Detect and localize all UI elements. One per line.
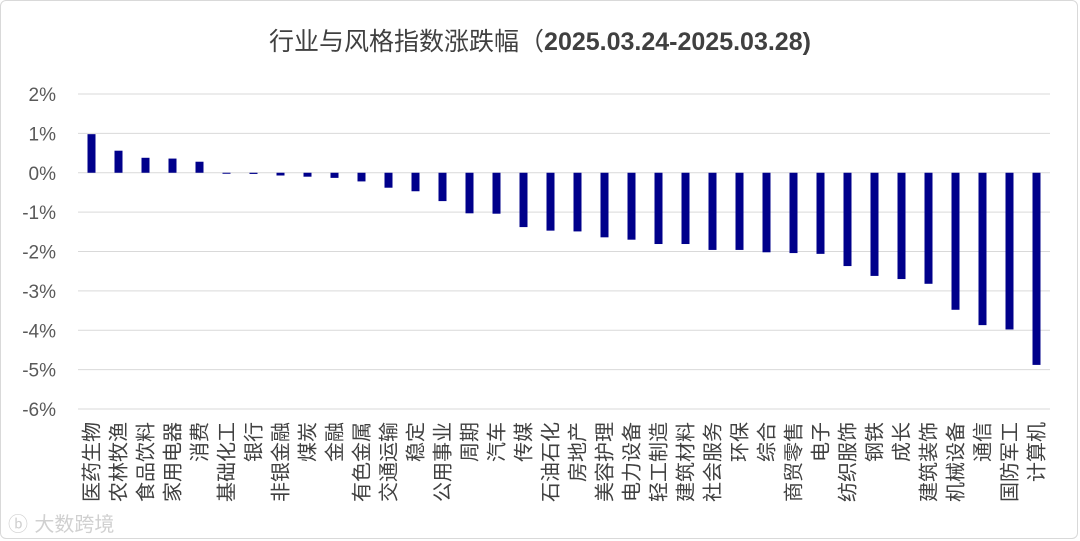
x-tick-label: 电力设备 <box>620 422 644 502</box>
x-tick-label: 国防军工 <box>998 422 1022 502</box>
bar-成长 <box>897 172 906 280</box>
x-tick-label: 食品饮料 <box>134 422 158 502</box>
y-tick-label: -5% <box>22 361 56 382</box>
watermark-logo-icon: ⓑ <box>8 512 35 536</box>
bar-建筑装饰 <box>924 172 933 284</box>
bar-稳定 <box>411 172 420 192</box>
x-tick-label: 商贸零售 <box>782 422 806 502</box>
x-tick-label: 公用事业 <box>431 422 455 502</box>
y-tick-label: -3% <box>22 282 56 303</box>
y-tick-label: 2% <box>29 85 57 106</box>
y-tick-label: -1% <box>22 203 56 224</box>
x-tick-label: 周期 <box>458 422 482 462</box>
chart-title-main: 行业与风格指数涨跌幅（ <box>269 27 545 56</box>
bar-汽车 <box>492 172 501 214</box>
x-tick-label: 美容护理 <box>593 422 617 502</box>
x-tick-label: 农林牧渔 <box>107 422 131 502</box>
bar-计算机 <box>1032 172 1041 365</box>
x-tick-label: 机械设备 <box>944 422 968 502</box>
bar-房地产 <box>573 172 582 232</box>
y-tick-label: -2% <box>22 243 56 264</box>
bar-煤炭 <box>303 172 312 177</box>
bar-纺织服饰 <box>843 172 852 267</box>
x-tick-label: 建筑装饰 <box>917 422 941 502</box>
x-tick-label: 传媒 <box>512 422 536 462</box>
x-tick-label: 环保 <box>728 422 752 462</box>
bar-商贸零售 <box>789 172 798 254</box>
y-tick-label: -6% <box>22 400 56 421</box>
bar-交通运输 <box>384 172 393 188</box>
bar-机械设备 <box>951 172 960 310</box>
x-tick-label: 医药生物 <box>80 422 104 502</box>
y-tick-label: 1% <box>29 124 57 145</box>
bar-家用电器 <box>168 158 177 173</box>
x-tick-label: 社会服务 <box>701 422 725 502</box>
x-tick-label: 成长 <box>890 422 914 462</box>
x-tick-label: 综合 <box>755 422 779 462</box>
bar-电子 <box>816 172 825 254</box>
bar-综合 <box>762 172 771 253</box>
bar-国防军工 <box>1005 172 1014 330</box>
bar-非银金融 <box>276 172 285 176</box>
bar-环保 <box>735 172 744 250</box>
bar-通信 <box>978 172 987 326</box>
x-tick-label: 石油石化 <box>539 422 563 502</box>
watermark-text: 大数跨境 <box>34 512 115 536</box>
watermark: ⓑ 大数跨境 <box>8 508 114 537</box>
bar-周期 <box>465 172 474 214</box>
x-tick-label: 有色金属 <box>350 422 374 502</box>
bar-有色金属 <box>357 172 366 182</box>
y-tick-label: -4% <box>22 321 56 342</box>
x-tick-label: 纺织服饰 <box>836 422 860 502</box>
bar-传媒 <box>519 172 528 228</box>
chart-title-date: 2025.03.24-2025.03.28) <box>544 28 811 56</box>
x-tick-label: 交通运输 <box>377 422 401 502</box>
bar-农林牧渔 <box>114 150 123 173</box>
bar-消费 <box>195 161 204 173</box>
x-tick-label: 金融 <box>323 422 347 462</box>
bar-建筑材料 <box>681 172 690 245</box>
x-tick-label: 非银金融 <box>269 422 293 502</box>
bar-美容护理 <box>600 172 609 238</box>
x-tick-label: 电子 <box>809 422 833 462</box>
bar-轻工制造 <box>654 172 663 245</box>
chart-title: 行业与风格指数涨跌幅（2025.03.24-2025.03.28) <box>0 22 1080 58</box>
x-tick-label: 煤炭 <box>296 422 320 462</box>
bar-基础化工 <box>222 172 231 174</box>
bar-医药生物 <box>87 134 96 173</box>
bar-食品饮料 <box>141 157 150 173</box>
x-tick-label: 钢铁 <box>863 422 887 462</box>
x-tick-label: 稳定 <box>404 422 428 462</box>
x-tick-label: 房地产 <box>566 422 590 482</box>
x-tick-label: 汽车 <box>485 422 509 462</box>
x-tick-label: 建筑材料 <box>674 422 698 502</box>
bar-公用事业 <box>438 172 447 202</box>
x-tick-label: 家用电器 <box>161 422 185 502</box>
y-tick-label: 0% <box>29 164 57 185</box>
x-tick-label: 基础化工 <box>215 422 239 502</box>
bar-金融 <box>330 172 339 178</box>
bar-钢铁 <box>870 172 879 276</box>
x-tick-label: 银行 <box>242 422 266 462</box>
x-tick-label: 消费 <box>188 422 212 462</box>
x-tick-label: 轻工制造 <box>647 422 671 502</box>
bar-社会服务 <box>708 172 717 250</box>
bar-银行 <box>249 172 258 174</box>
x-tick-label: 通信 <box>971 422 995 462</box>
bar-电力设备 <box>627 172 636 240</box>
bar-石油石化 <box>546 172 555 231</box>
x-tick-label: 计算机 <box>1025 422 1049 482</box>
